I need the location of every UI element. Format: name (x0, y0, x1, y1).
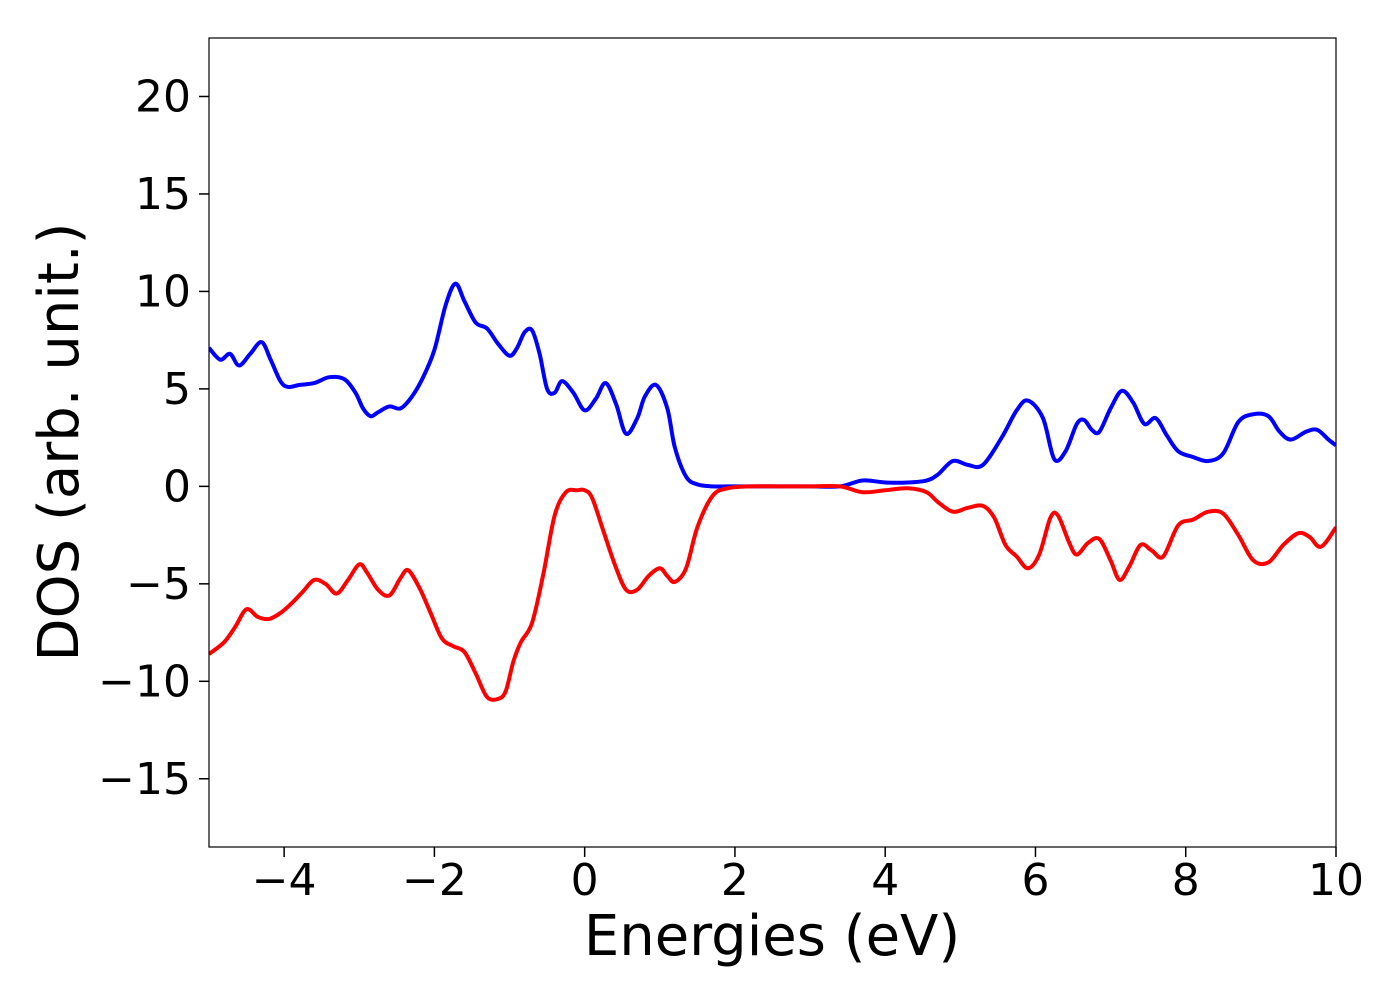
x-tick-label: 8 (1172, 855, 1200, 906)
y-tick-label: −10 (98, 656, 191, 707)
y-axis-title: DOS (arb. unit.) (27, 222, 92, 661)
y-tick-label: 0 (163, 461, 191, 512)
plot-frame (208, 37, 1337, 848)
x-tick-label: 2 (721, 855, 749, 906)
y-tick-label: 20 (135, 71, 191, 122)
series-line-spin-up (209, 281, 1336, 489)
y-tick-label: 15 (135, 169, 191, 220)
y-tick-label: −5 (126, 559, 191, 610)
y-tick-label: 5 (163, 364, 191, 415)
x-tick-label: 4 (871, 855, 899, 906)
x-tick-label: −2 (402, 855, 467, 906)
x-tick-label: 10 (1308, 855, 1364, 906)
x-tick-label: 6 (1021, 855, 1049, 906)
y-tick-label: 10 (135, 266, 191, 317)
series-line-spin-down (209, 483, 1336, 702)
y-tick-label: −15 (98, 754, 191, 805)
x-axis-title: Energies (eV) (584, 904, 960, 969)
x-tick-label: −4 (252, 855, 317, 906)
x-tick-label: 0 (571, 855, 599, 906)
plot-area (209, 38, 1336, 847)
